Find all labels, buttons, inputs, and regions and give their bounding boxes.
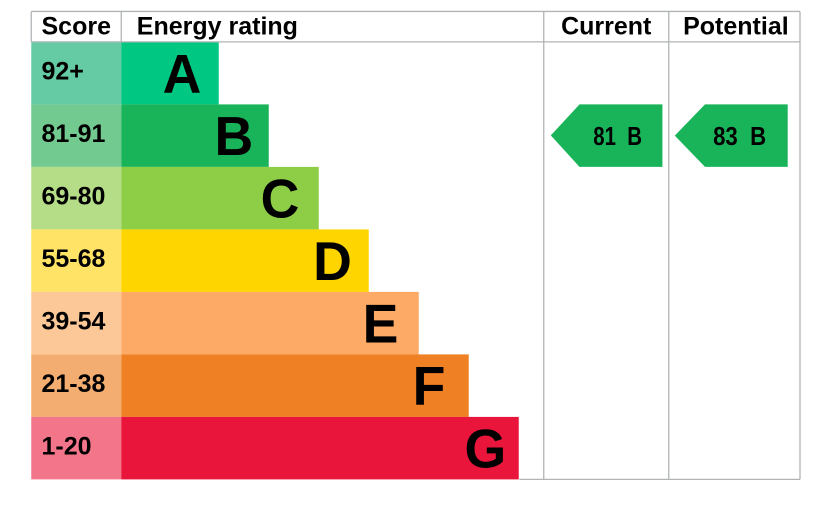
- svg-text:1-20: 1-20: [42, 432, 92, 460]
- svg-text:G: G: [464, 418, 506, 480]
- svg-text:83 B: 83 B: [713, 123, 766, 152]
- svg-text:Energy rating: Energy rating: [137, 13, 298, 41]
- svg-text:55-68: 55-68: [42, 245, 106, 273]
- svg-text:B: B: [214, 105, 253, 167]
- svg-text:D: D: [313, 230, 352, 292]
- svg-text:Current: Current: [561, 13, 652, 41]
- svg-text:21-38: 21-38: [42, 370, 106, 398]
- svg-text:81-91: 81-91: [42, 120, 106, 148]
- svg-text:E: E: [363, 293, 399, 355]
- svg-text:39-54: 39-54: [42, 307, 106, 335]
- svg-text:69-80: 69-80: [42, 182, 106, 210]
- svg-text:81 B: 81 B: [593, 122, 642, 151]
- svg-text:F: F: [413, 355, 446, 417]
- svg-text:C: C: [261, 168, 300, 230]
- svg-text:92+: 92+: [42, 57, 84, 85]
- svg-text:Score: Score: [42, 13, 112, 41]
- svg-text:Potential: Potential: [683, 13, 789, 41]
- svg-text:A: A: [163, 43, 202, 105]
